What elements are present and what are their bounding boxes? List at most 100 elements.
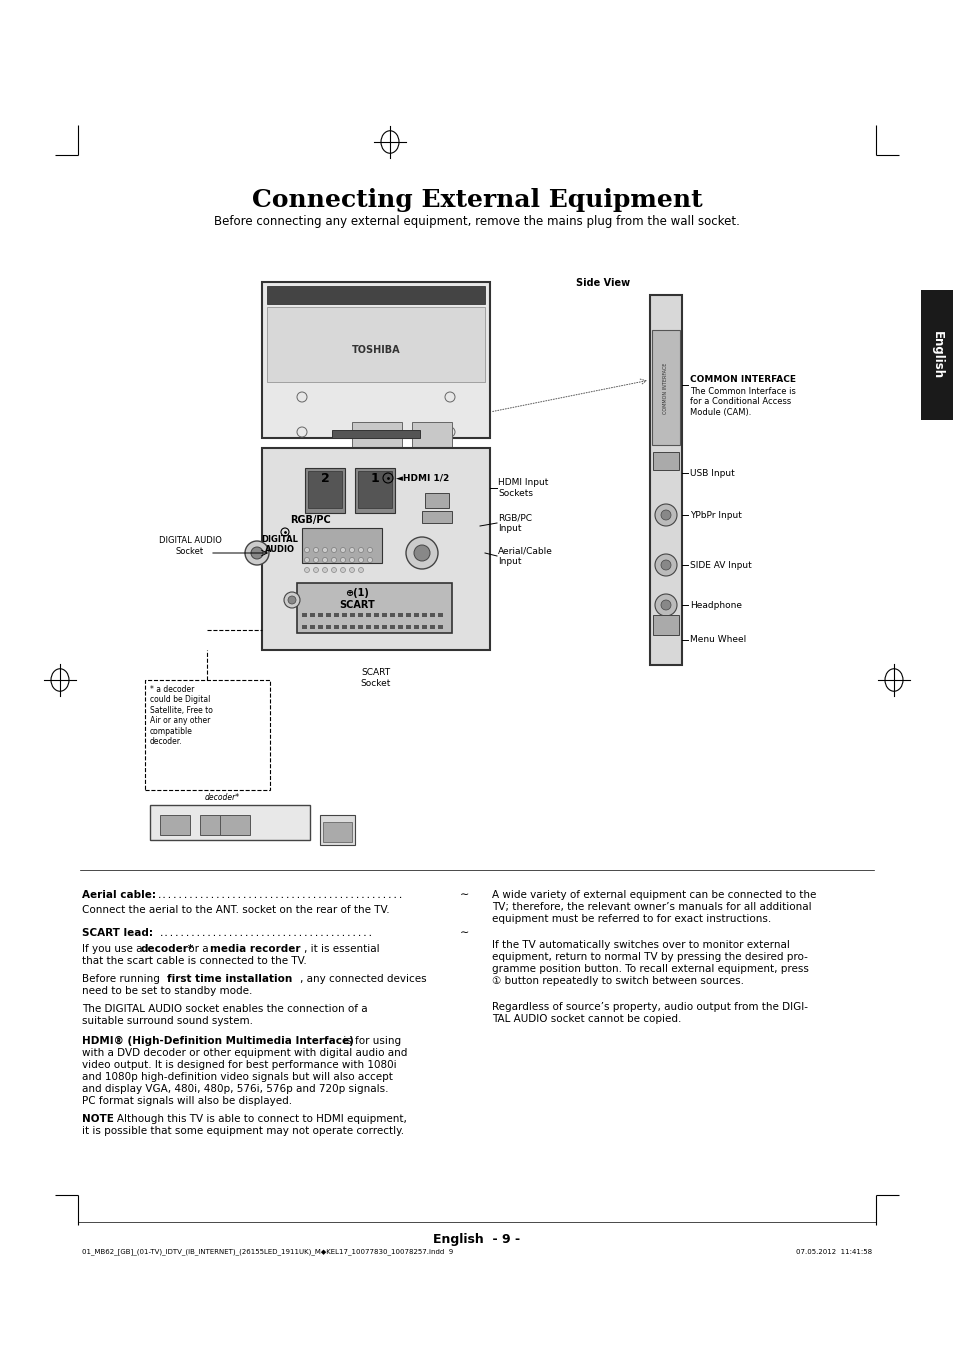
Circle shape	[331, 547, 336, 553]
Bar	[357, 626, 363, 630]
Text: USB Input: USB Input	[689, 469, 734, 477]
Circle shape	[340, 547, 345, 553]
Text: Menu Wheel: Menu Wheel	[689, 635, 745, 644]
Text: with a DVD decoder or other equipment with digital audio and: with a DVD decoder or other equipment wi…	[82, 1048, 407, 1058]
Text: HDMI® (High-Definition Multimedia Interface): HDMI® (High-Definition Multimedia Interf…	[82, 1036, 354, 1046]
Text: YPbPr Input: YPbPr Input	[689, 511, 741, 520]
Text: equipment, return to normal TV by pressing the desired pro-: equipment, return to normal TV by pressi…	[492, 952, 807, 962]
Bar	[302, 613, 307, 617]
Text: that the scart cable is connected to the TV.: that the scart cable is connected to the…	[82, 957, 307, 966]
Circle shape	[367, 547, 372, 553]
Text: and display VGA, 480i, 480p, 576i, 576p and 720p signals.: and display VGA, 480i, 480p, 576i, 576p …	[82, 1084, 388, 1094]
Bar	[430, 613, 435, 617]
Bar	[334, 613, 338, 617]
Bar	[262, 282, 490, 438]
Bar	[332, 430, 419, 438]
Bar	[366, 613, 371, 617]
Bar	[355, 467, 395, 513]
Bar	[381, 613, 387, 617]
Bar	[406, 613, 411, 617]
Bar	[649, 295, 681, 665]
Text: gramme position button. To recall external equipment, press: gramme position button. To recall extern…	[492, 965, 808, 974]
Text: : Although this TV is able to connect to HDMI equipment,: : Although this TV is able to connect to…	[110, 1115, 406, 1124]
Text: SCART lead:: SCART lead:	[82, 928, 152, 938]
Bar	[317, 613, 323, 617]
Text: or a: or a	[185, 944, 212, 954]
Bar	[150, 805, 310, 840]
Circle shape	[245, 540, 269, 565]
Bar	[390, 613, 395, 617]
Bar	[326, 613, 331, 617]
Text: Before connecting any external equipment, remove the mains plug from the wall so: Before connecting any external equipment…	[213, 216, 740, 228]
Bar	[302, 528, 381, 563]
Circle shape	[367, 558, 372, 562]
Circle shape	[660, 561, 670, 570]
Bar	[421, 626, 427, 630]
Text: DIGITAL AUDIO
Socket: DIGITAL AUDIO Socket	[158, 536, 221, 555]
Bar	[341, 626, 347, 630]
Bar	[437, 613, 442, 617]
Circle shape	[655, 594, 677, 616]
Circle shape	[358, 567, 363, 573]
Text: HDMI Input
Sockets: HDMI Input Sockets	[497, 478, 548, 497]
Text: Connecting External Equipment: Connecting External Equipment	[252, 188, 701, 212]
Text: If you use a: If you use a	[82, 944, 146, 954]
Text: and 1080p high-definition video signals but will also accept: and 1080p high-definition video signals …	[82, 1071, 393, 1082]
Circle shape	[349, 547, 355, 553]
Text: ..............................................: ........................................…	[157, 892, 404, 900]
Bar	[326, 626, 331, 630]
Bar	[200, 815, 230, 835]
Bar	[350, 613, 355, 617]
Bar	[305, 467, 345, 513]
Bar	[421, 613, 427, 617]
Bar	[323, 821, 352, 842]
Text: is for using: is for using	[339, 1036, 400, 1046]
Bar	[350, 626, 355, 630]
Circle shape	[340, 558, 345, 562]
Bar	[414, 626, 418, 630]
Bar	[412, 422, 452, 447]
Circle shape	[655, 554, 677, 576]
Text: ∼: ∼	[459, 890, 469, 900]
Bar	[397, 626, 402, 630]
Bar	[341, 613, 347, 617]
Bar	[267, 307, 484, 382]
Bar	[262, 449, 490, 650]
Text: media recorder: media recorder	[210, 944, 300, 954]
Bar	[424, 493, 449, 508]
Bar	[374, 626, 378, 630]
Bar	[397, 613, 402, 617]
Text: If the TV automatically switches over to monitor external: If the TV automatically switches over to…	[492, 940, 789, 950]
Text: SCART: SCART	[338, 600, 375, 611]
Bar	[302, 626, 307, 630]
Circle shape	[251, 547, 263, 559]
Bar	[334, 626, 338, 630]
Text: equipment must be referred to for exact instructions.: equipment must be referred to for exact …	[492, 915, 770, 924]
Circle shape	[304, 547, 309, 553]
Text: PC format signals will also be displayed.: PC format signals will also be displayed…	[82, 1096, 292, 1106]
Bar	[267, 286, 484, 304]
Text: * a decoder
could be Digital
Satellite, Free to
Air or any other
compatible
deco: * a decoder could be Digital Satellite, …	[150, 685, 213, 746]
Text: ∼: ∼	[459, 928, 469, 938]
Circle shape	[314, 567, 318, 573]
Bar	[437, 626, 442, 630]
Text: 01_MB62_[GB]_(01-TV)_IDTV_(IB_INTERNET)_(26155LED_1911UK)_M◆KEL17_10077830_10078: 01_MB62_[GB]_(01-TV)_IDTV_(IB_INTERNET)_…	[82, 1248, 453, 1255]
Circle shape	[304, 567, 309, 573]
Text: DIGITAL: DIGITAL	[261, 535, 298, 544]
Circle shape	[655, 504, 677, 526]
Circle shape	[322, 558, 327, 562]
Text: Side View: Side View	[576, 278, 629, 288]
Text: RGB/PC: RGB/PC	[290, 515, 331, 526]
Bar	[357, 471, 392, 508]
Text: COMMON INTERFACE: COMMON INTERFACE	[689, 376, 795, 385]
Bar	[357, 613, 363, 617]
Bar	[160, 815, 190, 835]
Circle shape	[340, 567, 345, 573]
Text: English: English	[930, 331, 943, 380]
Text: TAL AUDIO socket cannot be copied.: TAL AUDIO socket cannot be copied.	[492, 1015, 680, 1024]
Text: decoder*: decoder*	[205, 793, 240, 802]
Circle shape	[322, 567, 327, 573]
Bar	[366, 626, 371, 630]
Circle shape	[349, 558, 355, 562]
Circle shape	[331, 567, 336, 573]
